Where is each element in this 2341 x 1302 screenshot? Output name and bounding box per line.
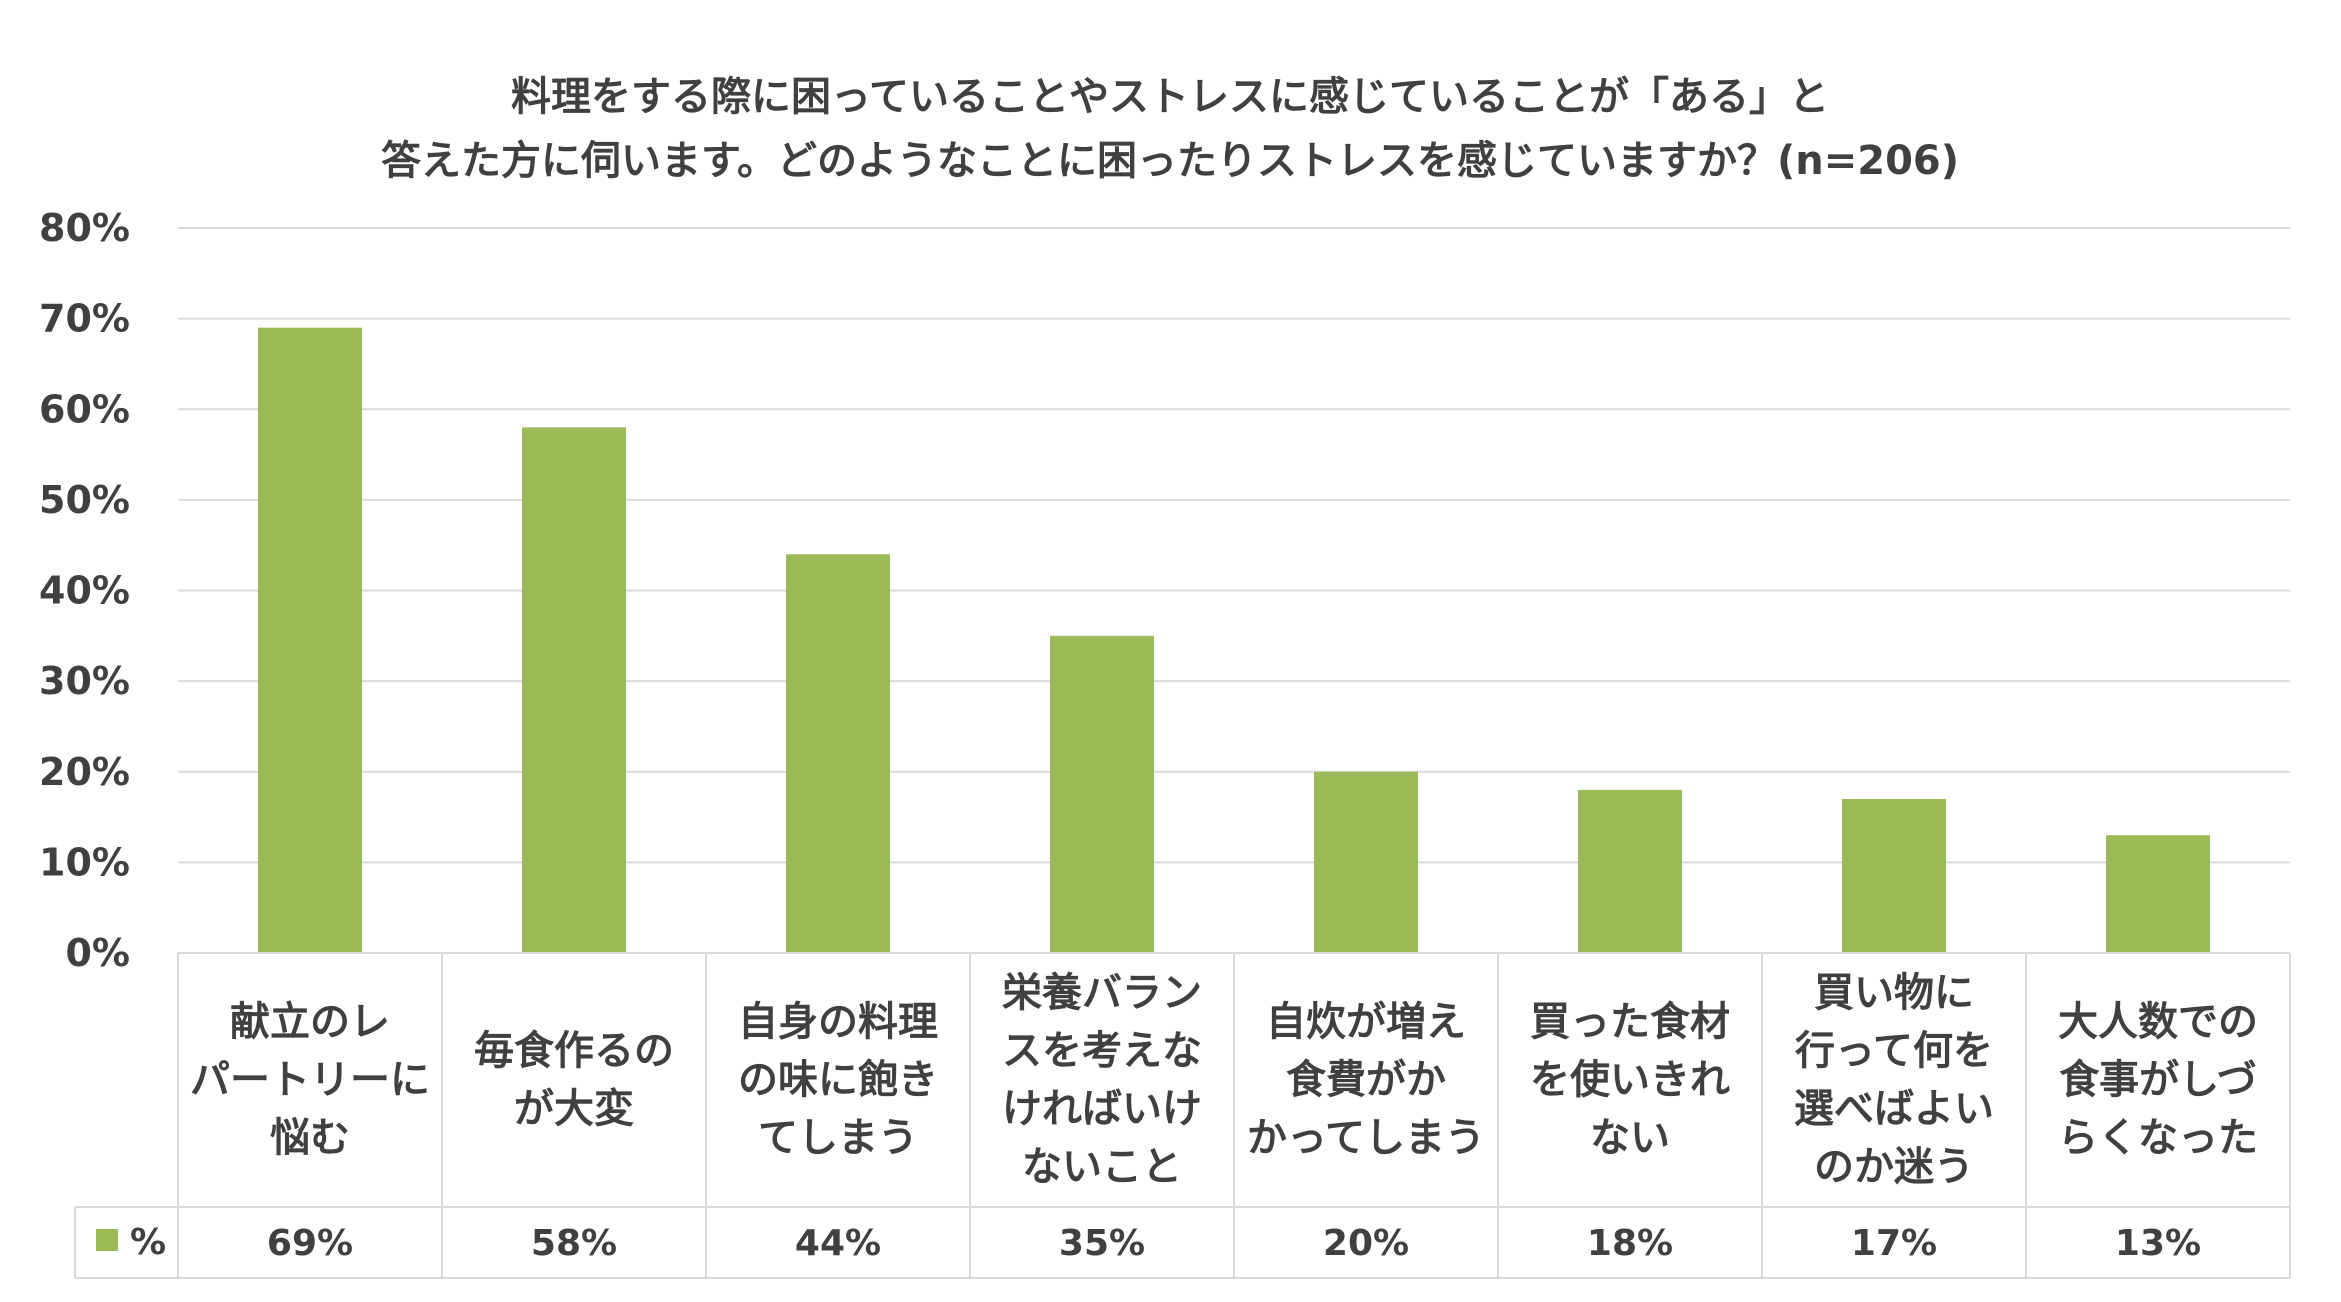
y-axis-ticks: 0% 10% 20% 30% 40% 50% 60% 70% 80%	[39, 206, 130, 975]
chart-title-line: 答えた方に伺います。どのようなことに困ったりストレスを感じていますか？(n=20…	[381, 138, 1959, 184]
chart-title: 料理をする際に困っていることやストレスに感じていることが「ある」と答えた方に伺い…	[381, 74, 1959, 184]
category-label: 毎食作るのが大変	[474, 1028, 674, 1132]
data-value-label: 58%	[531, 1223, 617, 1264]
data-value-label: 13%	[2115, 1223, 2201, 1264]
y-tick-label: 80%	[39, 206, 130, 250]
category-label: 栄養バランスを考えなければいけないこと	[1002, 970, 1202, 1190]
category-label: 買った食材を使いきれない	[1530, 999, 1730, 1161]
bar	[1314, 771, 1418, 953]
y-tick-label: 50%	[39, 478, 130, 522]
bars	[258, 327, 2210, 953]
category-label: 大人数での食事がしづらくなった	[2058, 999, 2258, 1161]
data-value-label: 20%	[1323, 1223, 1409, 1264]
category-label: 自炊が増え食費がかかってしまう	[1247, 999, 1485, 1161]
bar	[786, 554, 890, 953]
chart-title-line: 料理をする際に困っていることやストレスに感じていることが「ある」と	[511, 74, 1829, 120]
y-tick-label: 20%	[39, 750, 130, 794]
bar	[2106, 835, 2210, 953]
y-tick-label: 30%	[39, 659, 130, 703]
data-value-label: 18%	[1587, 1223, 1673, 1264]
bar	[1842, 798, 1946, 953]
category-label: 自身の料理の味に飽きてしまう	[738, 999, 938, 1161]
legend-series-name: %	[130, 1222, 166, 1263]
bar	[258, 327, 362, 953]
gridlines	[178, 227, 2290, 954]
y-tick-label: 0%	[65, 931, 130, 975]
data-value-label: 35%	[1059, 1223, 1145, 1264]
data-value-label: 44%	[795, 1223, 881, 1264]
data-table: 献立のレパートリーに悩む毎食作るのが大変自身の料理の味に飽きてしまう栄養バランス…	[74, 952, 2291, 1279]
y-tick-label: 40%	[39, 569, 130, 613]
data-value-label: 69%	[267, 1223, 353, 1264]
bar	[1050, 635, 1154, 953]
category-label: 献立のレパートリーに悩む	[190, 999, 430, 1161]
bar	[522, 427, 626, 953]
data-value-label: 17%	[1851, 1223, 1937, 1264]
y-tick-label: 10%	[39, 840, 130, 884]
bar	[1578, 789, 1682, 953]
y-tick-label: 70%	[39, 297, 130, 341]
category-label: 買い物に行って何を選べばよいのか迷う	[1794, 970, 1994, 1190]
legend-key	[96, 1229, 118, 1251]
y-tick-label: 60%	[39, 387, 130, 431]
